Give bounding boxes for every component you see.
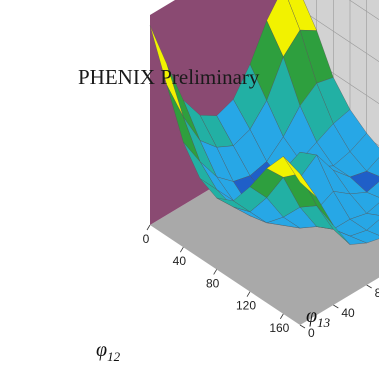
x-tick-mark [279, 313, 284, 320]
y-tick-label: 40 [341, 306, 355, 320]
surface-cell [283, 156, 317, 198]
surface-mesh [149, 0, 379, 245]
y-tick-mark [333, 304, 339, 309]
x-tick-label: 80 [206, 276, 220, 290]
wall-grid-line [299, 8, 379, 63]
x-tick-mark [179, 247, 184, 253]
x-tick-mark [246, 291, 251, 297]
y-tick-label: 0 [308, 326, 315, 340]
y-tick-mark [299, 324, 306, 329]
y-tick-label: 80 [375, 286, 379, 300]
wall-grid-line [348, 0, 379, 21]
x-axis-label: φ12 [96, 339, 121, 364]
x-tick-mark [213, 269, 218, 275]
annotation: PHENIX Preliminary [78, 65, 260, 89]
axes: 04080120160040801201600.000.040.08 [143, 224, 379, 340]
x-tick-label: 120 [236, 299, 256, 313]
x-tick-mark [146, 224, 151, 231]
y-tick-mark [366, 284, 372, 289]
x-tick-label: 0 [143, 232, 150, 246]
x-tick-label: 40 [173, 254, 187, 268]
x-tick-label: 160 [269, 321, 289, 335]
y-axis-label: φ13 [306, 305, 331, 330]
